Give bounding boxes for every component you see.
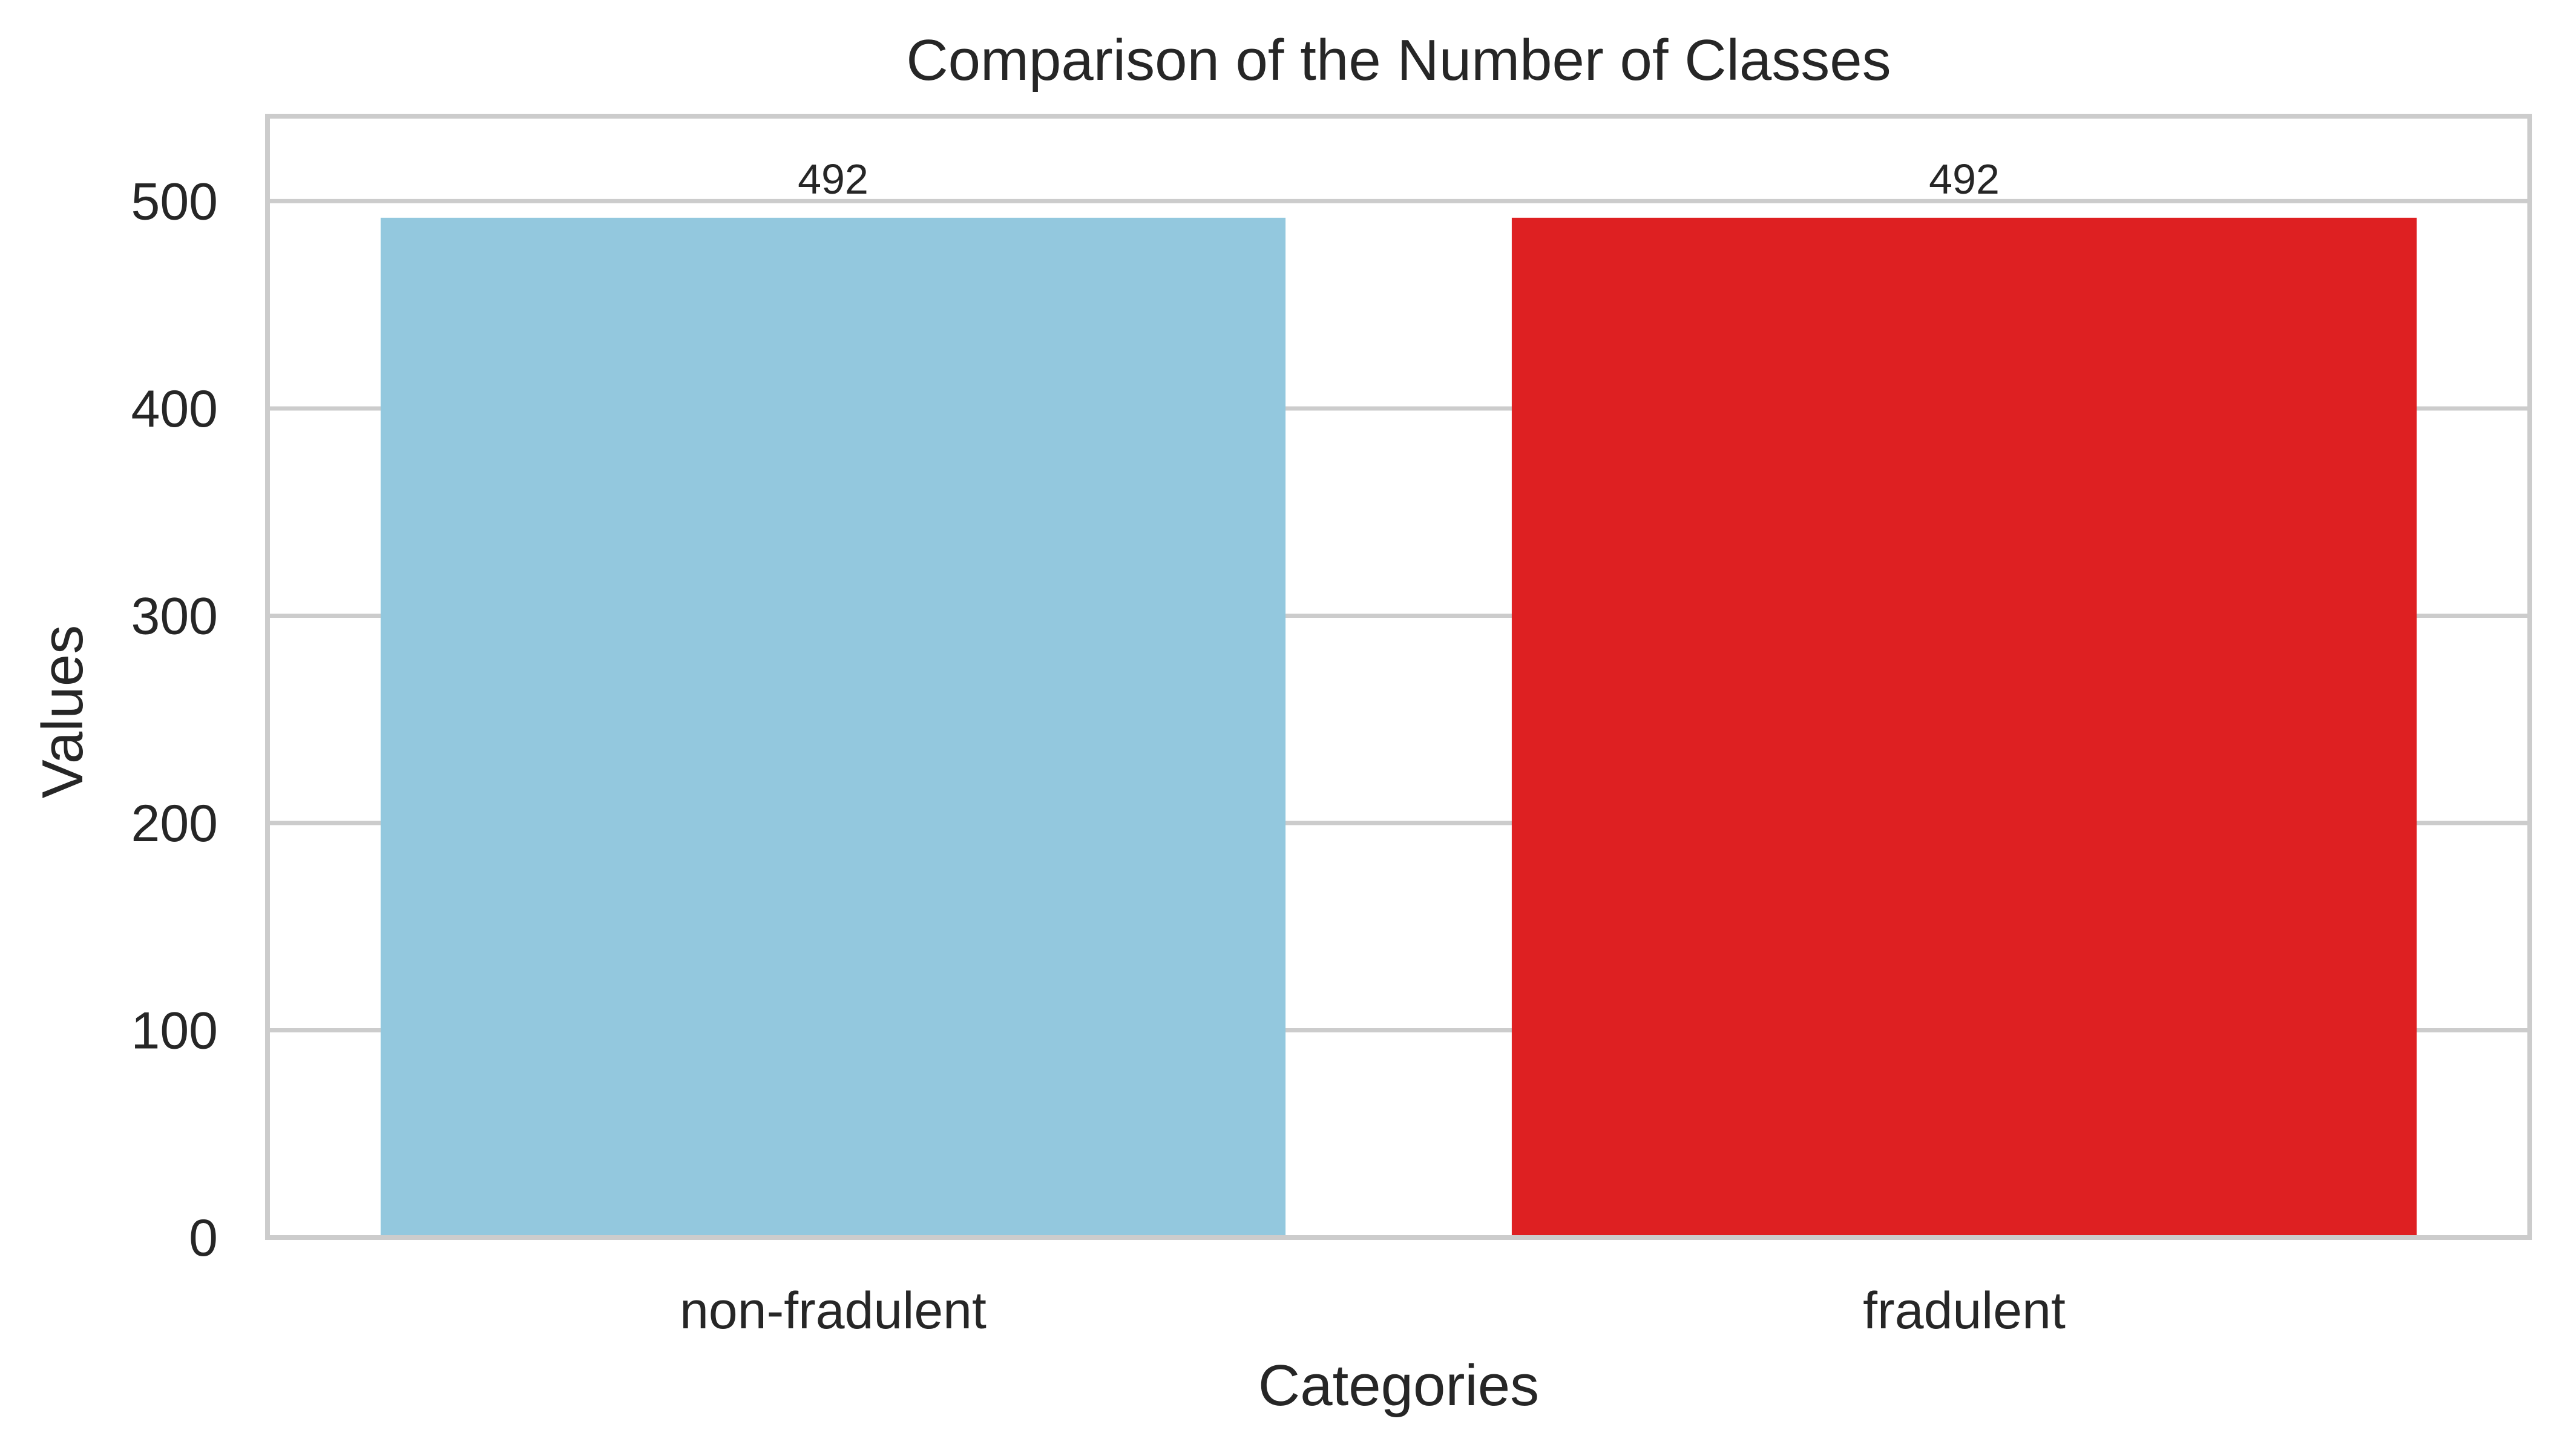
bars [380,217,2417,1238]
y-axis-label: Values [30,625,95,798]
bar-fradulent [1511,217,2417,1238]
data-label-fradulent: 492 [1929,156,2000,203]
y-tick-label-100: 100 [131,1002,218,1060]
y-tick-label-400: 400 [131,380,218,438]
x-tick-label-fradulent: fradulent [1863,1282,2066,1340]
y-tick-label-200: 200 [131,795,218,853]
x-axis-label: Categories [1258,1353,1539,1418]
data-label-non-fradulent: 492 [798,156,868,203]
y-tick-label-500: 500 [131,172,218,231]
x-tick-label-non-fradulent: non-fradulent [680,1282,986,1340]
data-labels: 492 492 [798,156,2000,203]
y-axis-ticks: 0 100 200 300 400 500 [131,172,218,1267]
y-tick-label-0: 0 [189,1209,218,1267]
plot-area-frame [265,114,2532,1240]
bar-non-fradulent [380,217,1286,1238]
x-axis-ticks: non-fradulent fradulent [680,1282,2066,1340]
chart-title: Comparison of the Number of Classes [906,28,1891,93]
y-tick-label-300: 300 [131,587,218,645]
